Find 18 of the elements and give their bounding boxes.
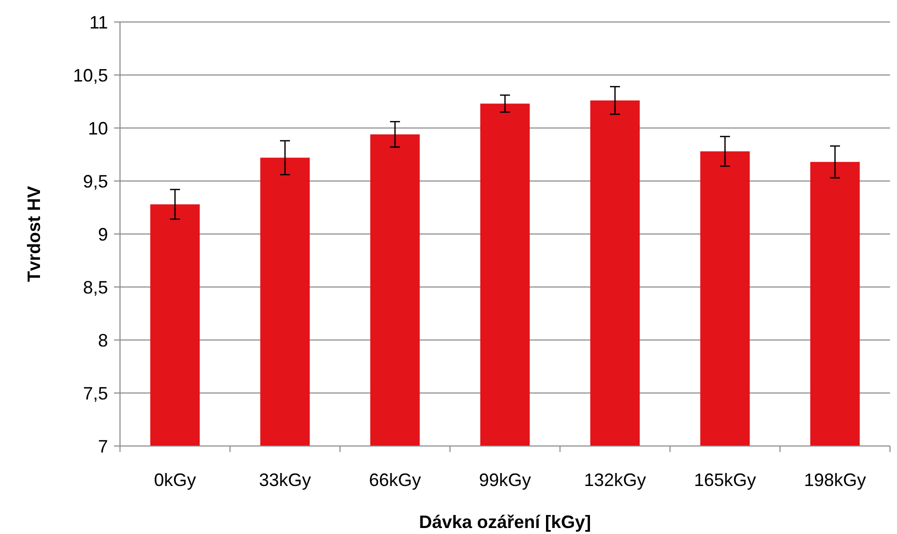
x-tick-label: 33kGy xyxy=(258,470,312,490)
y-tick-label: 9,5 xyxy=(82,171,108,192)
y-tick-label: 10,5 xyxy=(72,65,108,86)
x-tick-label: 132kGy xyxy=(584,470,646,490)
y-tick-label: 7,5 xyxy=(82,383,108,404)
x-tick-label: 165kGy xyxy=(694,470,756,490)
y-tick-label: 7 xyxy=(98,436,108,456)
y-tick-label: 9 xyxy=(98,224,108,244)
x-tick-label: 99kGy xyxy=(478,470,532,490)
x-axis-title: Dávka ozáření [kGy] xyxy=(418,512,592,532)
y-tick-label: 10 xyxy=(88,118,108,138)
y-tick-label: 11 xyxy=(89,12,108,32)
y-tick-label: 8,5 xyxy=(82,277,108,298)
y-axis-title: Tvrdost HV xyxy=(24,186,44,282)
y-tick-label: 8 xyxy=(98,330,108,350)
x-tick-label: 0kGy xyxy=(154,470,196,490)
x-tick-label: 198kGy xyxy=(804,470,866,490)
x-tick-label: 66kGy xyxy=(368,470,422,490)
